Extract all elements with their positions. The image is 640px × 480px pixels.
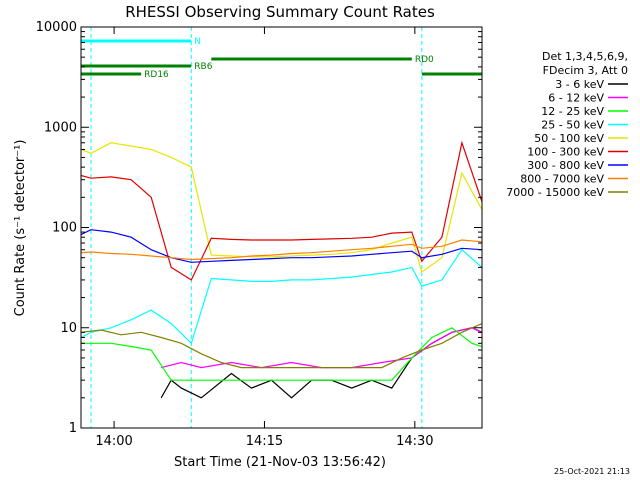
flag-label-2: RD0 xyxy=(415,55,434,65)
legend-label-3: 25 - 50 keV xyxy=(541,119,604,132)
flag-label-3: RB6 xyxy=(194,62,212,72)
chart-title: RHESSI Observing Summary Count Rates xyxy=(125,3,435,21)
flag-group: NFRD0RB6RD16 xyxy=(81,37,482,80)
y-axis-label: Count Rate (s⁻¹ detector⁻¹) xyxy=(13,140,28,317)
series-group xyxy=(81,27,482,428)
series-line-6 xyxy=(81,229,482,263)
legend-label-1: 6 - 12 keV xyxy=(548,92,604,105)
series-line-3 xyxy=(81,248,482,345)
y-tick-label-2: 100 xyxy=(52,221,77,236)
legend: Det 1,3,4,5,6,9, FDecim 3, Att 0 3 - 6 k… xyxy=(506,50,628,199)
legend-label-7: 800 - 7000 keV xyxy=(520,173,604,186)
legend-label-8: 7000 - 15000 keV xyxy=(506,186,604,199)
series-line-2 xyxy=(81,327,482,381)
series-line-7 xyxy=(81,239,482,261)
footer-timestamp: 25-Oct-2021 21:13 xyxy=(554,467,630,476)
series-line-8 xyxy=(81,322,482,369)
legend-label-6: 300 - 800 keV xyxy=(527,159,604,172)
y-tick-label-3: 1000 xyxy=(44,120,77,135)
legend-label-4: 50 - 100 keV xyxy=(534,132,604,145)
flag-label-0: N xyxy=(194,37,201,47)
legend-header-line-2: FDecim 3, Att 0 xyxy=(543,64,628,77)
x-tick-label-2: 14:30 xyxy=(396,434,433,449)
series-line-0 xyxy=(160,327,482,399)
legend-label-5: 100 - 300 keV xyxy=(527,146,604,159)
x-tick-label-1: 14:15 xyxy=(246,434,283,449)
legend-header-line-1: Det 1,3,4,5,6,9, xyxy=(542,50,628,63)
y-tick-label-0: 1 xyxy=(69,421,77,436)
legend-label-0: 3 - 6 keV xyxy=(555,78,604,91)
x-tick-label-0: 14:00 xyxy=(95,434,132,449)
x-axis-label: Start Time (21-Nov-03 13:56:42) xyxy=(174,455,386,470)
series-line-5 xyxy=(81,140,482,281)
y-tick-label-1: 10 xyxy=(60,321,77,336)
y-axis: 1 10 100 1000 10000 xyxy=(36,20,482,436)
flag-label-4: RD16 xyxy=(144,70,169,80)
legend-label-2: 12 - 25 keV xyxy=(541,105,604,118)
x-axis: 14:00 14:15 14:30 xyxy=(95,27,434,449)
y-tick-label-4: 10000 xyxy=(36,20,77,35)
